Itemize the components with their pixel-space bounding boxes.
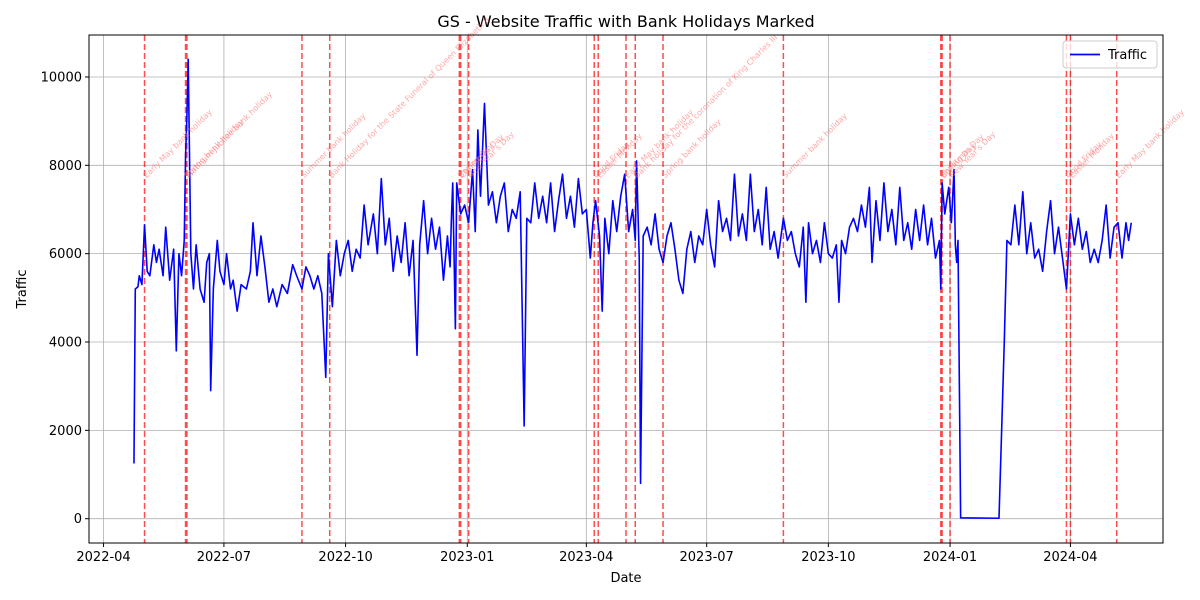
- legend-label-traffic: Traffic: [1107, 48, 1147, 63]
- x-tick-label-4: 2023-04: [559, 550, 613, 565]
- y-tick-label-1: 2000: [49, 424, 82, 439]
- traffic-series-line: [133, 58, 1133, 520]
- plot-frame: [88, 34, 1164, 544]
- x-tick-label-6: 2023-10: [801, 550, 855, 565]
- chart-title: GS - Website Traffic with Bank Holidays …: [437, 12, 814, 31]
- y-tick-label-0: 0: [74, 512, 82, 527]
- y-tick-label-4: 8000: [49, 159, 82, 174]
- x-tick-label-2: 2022-10: [318, 550, 372, 565]
- x-tick-label-7: 2024-01: [923, 550, 977, 565]
- x-tick-label-8: 2024-04: [1043, 550, 1097, 565]
- y-tick-label-2: 4000: [49, 336, 82, 351]
- x-tick-label-3: 2023-01: [440, 550, 494, 565]
- legend: Traffic: [1062, 40, 1158, 69]
- legend-box: [1062, 40, 1158, 69]
- x-axis-title: Date: [610, 571, 641, 586]
- y-tick-label-5: 10000: [41, 70, 82, 85]
- x-tick-label-1: 2022-07: [197, 550, 251, 565]
- y-axis-title: Traffic: [15, 269, 30, 309]
- x-tick-label-0: 2022-04: [76, 550, 130, 565]
- y-tick-label-3: 6000: [49, 247, 82, 262]
- x-tick-label-5: 2023-07: [680, 550, 734, 565]
